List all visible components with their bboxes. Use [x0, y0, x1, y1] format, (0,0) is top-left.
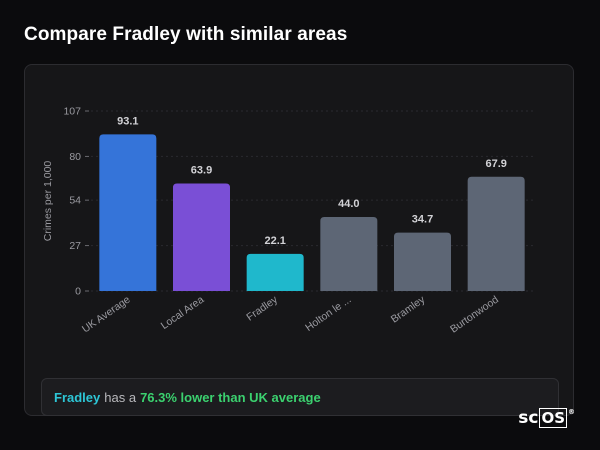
bar[interactable] — [246, 253, 304, 291]
y-tick-label: 107 — [63, 106, 81, 118]
y-tick-label: 0 — [75, 286, 81, 298]
summary-box: Fradley has a 76.3% lower than UK averag… — [41, 378, 559, 416]
logo-os: OS — [539, 408, 567, 428]
data-label: 44.0 — [338, 198, 359, 210]
bars — [99, 134, 525, 291]
data-label: 34.7 — [412, 214, 433, 226]
page-title: Compare Fradley with similar areas — [24, 24, 348, 45]
bar[interactable] — [320, 216, 378, 291]
summary-place: Fradley — [54, 389, 101, 405]
grid-lines — [91, 110, 533, 292]
y-axis: 0 27 54 80 107 — [63, 106, 89, 298]
summary-text: has a — [104, 389, 137, 405]
y-tick-label: 54 — [69, 195, 81, 207]
data-label: 93.1 — [117, 115, 138, 127]
x-axis: UK Average Local Area Fradley Holton le ...… — [80, 293, 501, 335]
bar-chart: 0 27 54 80 107 93.1 63.9 22.1 44.0 34.7 67.9 UK A… — [42, 106, 533, 336]
x-tick-label: UK Average — [80, 294, 133, 336]
y-tick-label: 80 — [69, 151, 81, 163]
scos-logo: sc OS ® — [518, 408, 575, 428]
data-label: 63.9 — [191, 165, 212, 177]
x-tick-label: Local Area — [159, 294, 207, 332]
chart-card: 0 27 54 80 107 93.1 63.9 22.1 44.0 34.7 67.9 UK A… — [24, 64, 574, 416]
x-tick-label: Fradley — [244, 293, 280, 323]
y-tick-label: 27 — [69, 240, 81, 252]
data-label: 67.9 — [485, 158, 506, 170]
logo-registered: ® — [568, 408, 575, 416]
y-axis-label: Crimes per 1,000 — [42, 161, 54, 242]
data-labels: 93.1 63.9 22.1 44.0 34.7 67.9 — [117, 115, 507, 246]
summary-comparison: 76.3% lower than UK average — [140, 389, 321, 405]
x-tick-label: Holton le ... — [303, 294, 353, 334]
logo-sc: sc — [518, 408, 539, 428]
bar[interactable] — [99, 134, 157, 291]
bar[interactable] — [173, 183, 230, 291]
x-tick-label: Bramley — [389, 293, 428, 325]
x-tick-label: Burtonwood — [448, 294, 501, 336]
bar[interactable] — [467, 176, 525, 291]
bar[interactable] — [394, 232, 451, 291]
data-label: 22.1 — [264, 235, 285, 247]
